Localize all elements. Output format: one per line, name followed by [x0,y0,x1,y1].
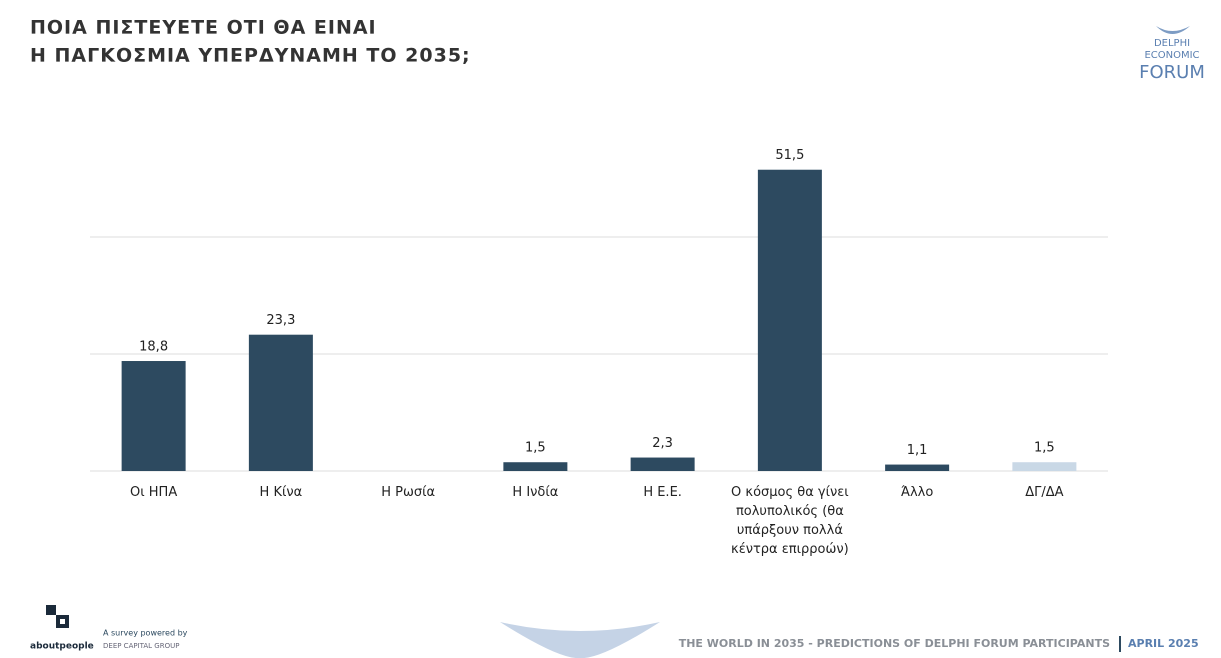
logo-text: FORUM [1139,62,1205,83]
bar [121,361,186,471]
x-tick-label: Η Ινδία [512,485,559,500]
value-label: 18,8 [139,340,168,355]
brand-icon [60,619,65,624]
value-label: 2,3 [652,436,673,451]
value-label: 23,3 [266,313,295,328]
bar [630,457,695,471]
powered: A survey powered by [103,629,188,638]
x-tick-label: ΔΓ/ΔΑ [1025,485,1064,500]
logo-mark [1156,26,1190,34]
value-label: 1,1 [907,443,928,458]
x-tick-label: Η Κίνα [259,485,303,500]
footer-caption: THE WORLD IN 2035 - PREDICTIONS OF DELPH… [679,637,1110,650]
title-line: ΠΟΙΑ ΠΙΣΤΕΥΕΤΕ ΟΤΙ ΘΑ ΕΙΝΑΙ [30,17,377,39]
x-tick-label: Η Ε.Ε. [643,485,682,500]
bar [757,169,822,471]
title-line: Η ΠΑΓΚΟΣΜΙΑ ΥΠΕΡΔΥΝΑΜΗ ΤΟ 2035; [30,45,471,67]
bar [885,464,950,471]
footer-decoration [500,622,660,658]
brand: aboutpeople [30,642,94,652]
brand-icon [46,605,56,615]
bar [503,462,568,471]
value-label: 51,5 [775,148,804,163]
x-tick-label: Οι ΗΠΑ [130,485,178,500]
logo-text: DELPHI [1154,38,1190,49]
bar [248,334,313,471]
group: DEEP CAPITAL GROUP [103,642,179,650]
x-tick-label: Η Ρωσία [381,485,436,500]
value-label: 1,5 [1034,441,1055,456]
bar [1012,462,1077,471]
footer-date: APRIL 2025 [1128,637,1199,650]
logo-text: ECONOMIC [1144,50,1199,61]
x-tick-label: Ο κόσμος θα γίνει πολυπολικός (θα υπάρξο… [731,485,849,557]
value-label: 1,5 [525,441,546,456]
x-tick-label: Άλλο [900,485,934,500]
